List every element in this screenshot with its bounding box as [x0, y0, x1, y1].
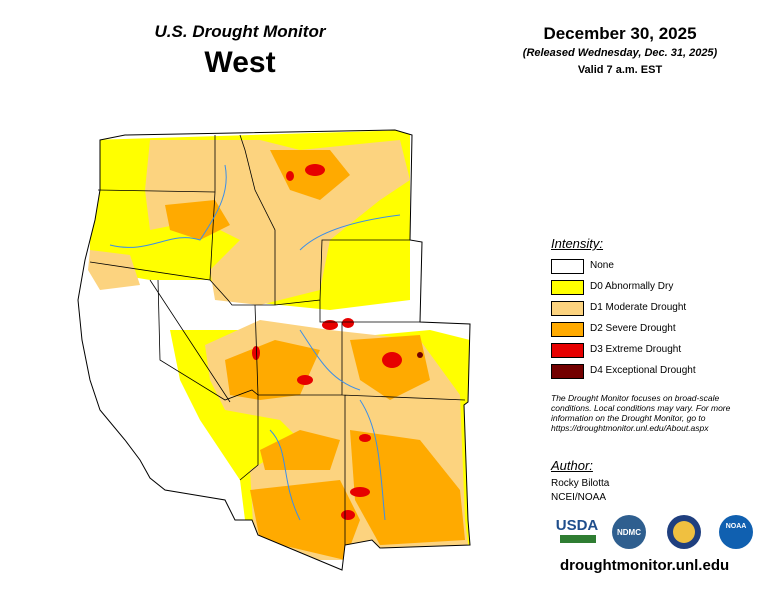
legend-label: D4 Exceptional Drought: [590, 365, 696, 376]
logos: USDA NDMC NOAA: [556, 515, 753, 549]
legend-label: None: [590, 260, 614, 271]
legend-label: D3 Extreme Drought: [590, 344, 682, 355]
author-org: NCEI/NOAA: [551, 492, 607, 503]
legend-swatch: [551, 343, 584, 358]
valid: Valid 7 a.m. EST: [577, 64, 663, 76]
drought-areas: [78, 130, 470, 570]
released: (Released Wednesday, Dec. 31, 2025): [522, 47, 718, 59]
ndmc-logo: NDMC: [617, 528, 641, 537]
author-name: Rocky Bilotta: [551, 478, 610, 489]
rivers: [109, 164, 401, 521]
note: The Drought Monitor focuses on broad-sca…: [551, 393, 731, 433]
noaa-logo: NOAA: [726, 523, 747, 530]
author-title: Author:: [551, 458, 593, 473]
date: December 30, 2025: [543, 24, 697, 43]
legend-swatch: [551, 322, 584, 337]
legend-label: D0 Abnormally Dry: [590, 281, 674, 292]
legend-title: Intensity:: [551, 236, 604, 251]
legend-swatch: [551, 280, 584, 295]
legend-swatch: [551, 259, 584, 274]
state-lines: [77, 129, 471, 571]
legend-swatch: [551, 364, 584, 379]
legend-label: D1 Moderate Drought: [590, 302, 687, 313]
usda-logo: USDA: [556, 517, 599, 534]
url: droughtmonitor.unl.edu: [560, 557, 730, 574]
legend-label: D2 Severe Drought: [590, 323, 676, 334]
title: U.S. Drought Monitor: [154, 22, 326, 41]
legend-swatch: [551, 301, 584, 316]
region: West: [204, 46, 276, 79]
